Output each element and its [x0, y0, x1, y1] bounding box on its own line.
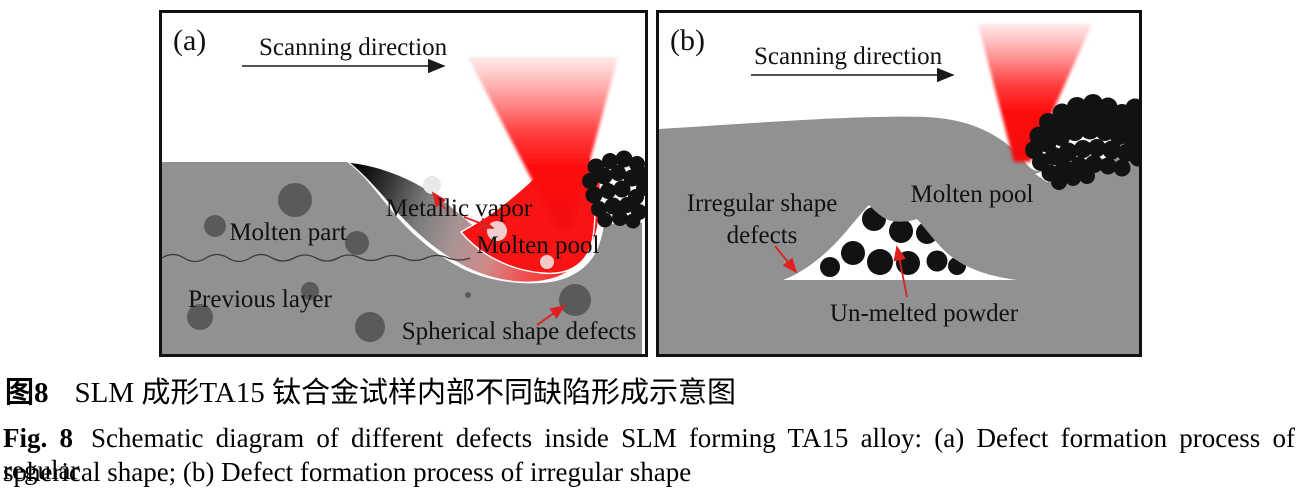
laser-beam [468, 57, 618, 230]
panel-b-schematic: (b) Scanning direction Molten pool Irreg… [656, 10, 1142, 357]
caption-en-text-line2: spherical shape; (b) Defect formation pr… [3, 457, 692, 487]
caption-chinese: 图8 SLM 成形TA15 钛合金试样内部不同缺陷形成示意图 [5, 376, 736, 411]
molten-pool-label-b: Molten pool [911, 181, 1034, 208]
spherical-defect-circles [187, 183, 591, 342]
scanning-direction-label-a: Scanning direction [259, 34, 448, 61]
panel-a-border [159, 10, 648, 357]
caption-zh-text: SLM 成形TA15 钛合金试样内部不同缺陷形成示意图 [74, 377, 736, 409]
irregular-defects-label-line2: defects [727, 222, 798, 249]
laser-beam [978, 24, 1092, 162]
metallic-vapor-label: Metallic vapor [386, 195, 533, 222]
annotation-arrows [431, 191, 566, 326]
caption-english-line2: spherical shape; (b) Defect formation pr… [3, 456, 691, 488]
spherical-defects-label: Spherical shape defects [402, 318, 637, 345]
previous-layer-label: Previous layer [188, 286, 332, 313]
scanning-direction-label-b: Scanning direction [754, 43, 943, 70]
panel-b-tag: (b) [670, 24, 705, 57]
unmelted-powder-label: Un-melted powder [830, 300, 1019, 327]
panel-b-border [656, 10, 1142, 357]
layer-interface-wave [161, 253, 471, 263]
caption-english-line1: Fig. 8 Schematic diagram of different def… [3, 422, 1295, 487]
molten-part-label: Molten part [229, 219, 346, 246]
powder-cluster [582, 150, 648, 229]
caption-en-figure-label: Fig. 8 [3, 423, 73, 453]
caption-en-text-line1: Schematic diagram of different defects i… [3, 423, 1295, 486]
panel-a-tag: (a) [173, 24, 206, 57]
caption-zh-figure-label: 图8 [5, 377, 49, 409]
irregular-defects-label-line1: Irregular shape [687, 190, 838, 217]
annotation-arrows [774, 245, 908, 298]
powder-cluster [1025, 94, 1142, 190]
panel-a-schematic: (a) Scanning direction Molten part Metal… [159, 10, 648, 357]
molten-pool-label-a: Molten pool [477, 232, 600, 259]
